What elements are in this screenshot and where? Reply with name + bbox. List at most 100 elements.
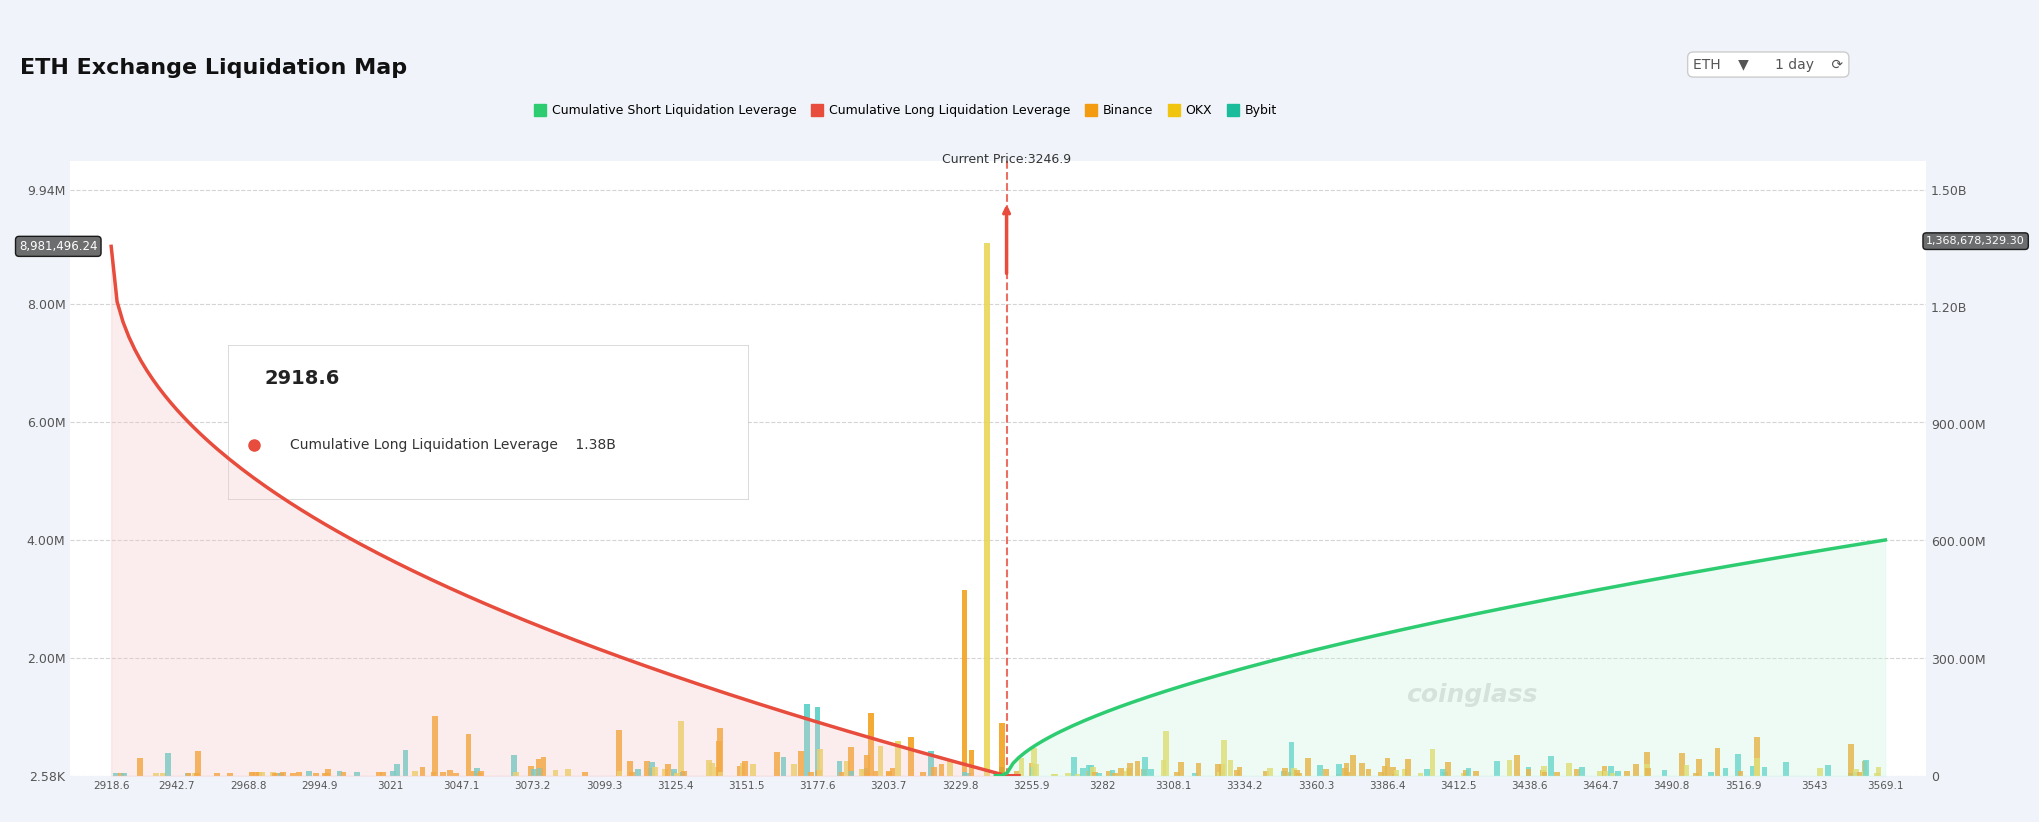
Bar [814, 771, 820, 776]
Bar [186, 773, 190, 776]
Bar [1050, 774, 1056, 776]
Bar [1017, 759, 1024, 776]
Bar [1440, 769, 1446, 776]
Bar [377, 773, 381, 776]
Bar [1087, 764, 1091, 776]
Bar [844, 760, 850, 776]
Bar [1566, 764, 1570, 776]
Bar [1105, 771, 1111, 776]
Bar [736, 766, 742, 776]
Bar [1087, 771, 1093, 776]
Bar [314, 773, 318, 776]
Bar [1089, 767, 1095, 776]
Bar [1737, 771, 1743, 776]
Bar [1874, 767, 1880, 776]
Text: Current Price:3246.9: Current Price:3246.9 [942, 154, 1070, 166]
Bar [665, 764, 671, 776]
Bar [705, 760, 712, 776]
Bar [1280, 771, 1287, 776]
Bar [353, 772, 359, 776]
Bar [1678, 753, 1684, 776]
Bar [1643, 764, 1650, 776]
Bar [1227, 760, 1234, 776]
Bar [540, 757, 546, 776]
Bar [389, 771, 396, 776]
Bar [553, 769, 559, 776]
Bar [1293, 770, 1299, 776]
Bar [716, 741, 722, 776]
Bar [1539, 769, 1546, 776]
Bar [336, 770, 343, 776]
Bar [1574, 769, 1580, 776]
Text: ETH Exchange Liquidation Map: ETH Exchange Liquidation Map [20, 58, 408, 77]
Bar [122, 773, 126, 776]
Bar [807, 772, 814, 776]
Bar [877, 746, 883, 776]
Bar [781, 757, 787, 776]
Bar [865, 772, 871, 776]
Bar [1423, 769, 1429, 776]
Bar [1117, 768, 1123, 776]
Bar [255, 772, 261, 776]
Bar [1034, 764, 1038, 776]
Bar [858, 769, 865, 776]
Bar [718, 728, 722, 776]
Bar [1472, 771, 1478, 776]
Bar [1603, 771, 1607, 776]
Bar [1160, 760, 1166, 776]
Bar [412, 771, 418, 776]
Bar [1075, 774, 1081, 776]
Bar [510, 755, 516, 776]
Bar [969, 750, 975, 776]
Bar [306, 771, 312, 776]
Bar [1350, 755, 1356, 776]
Bar [1148, 769, 1152, 776]
Bar [290, 773, 296, 776]
Bar [710, 763, 714, 776]
Bar [673, 773, 679, 776]
Bar [253, 773, 259, 776]
Bar [379, 772, 385, 776]
Bar [514, 772, 518, 776]
Bar [1749, 766, 1754, 776]
Bar [1091, 772, 1097, 776]
Bar [885, 772, 891, 776]
Bar [137, 758, 143, 776]
Legend: Cumulative Short Liquidation Leverage, Cumulative Long Liquidation Leverage, Bin: Cumulative Short Liquidation Leverage, C… [528, 99, 1280, 122]
Bar [1817, 769, 1821, 776]
Bar [671, 769, 677, 776]
Bar [1460, 774, 1466, 776]
Bar [626, 760, 632, 776]
Bar [192, 773, 198, 776]
Bar [473, 768, 479, 776]
Bar [1597, 771, 1603, 776]
Bar [907, 737, 913, 776]
Bar [271, 773, 277, 776]
Bar [1317, 765, 1321, 776]
Bar [1874, 773, 1880, 776]
Bar [1623, 771, 1629, 776]
Bar [259, 772, 265, 776]
Bar [999, 723, 1005, 776]
Bar [1464, 768, 1470, 776]
Bar [1548, 756, 1554, 776]
Bar [1358, 763, 1364, 776]
Bar [1694, 760, 1701, 776]
Bar [860, 769, 867, 776]
Bar [581, 772, 587, 776]
Bar [1064, 774, 1070, 776]
Bar [1030, 748, 1036, 776]
Bar [652, 767, 657, 776]
Bar [1389, 768, 1395, 776]
Bar [714, 768, 720, 776]
Bar [616, 730, 622, 776]
Bar [1853, 769, 1858, 776]
Bar [750, 764, 756, 776]
Bar [1140, 769, 1146, 776]
Bar [1660, 770, 1666, 776]
Bar [1280, 768, 1287, 776]
Bar [194, 773, 200, 776]
Text: 8,981,496.24: 8,981,496.24 [18, 240, 98, 253]
Bar [1862, 761, 1866, 776]
Bar [1645, 768, 1650, 776]
